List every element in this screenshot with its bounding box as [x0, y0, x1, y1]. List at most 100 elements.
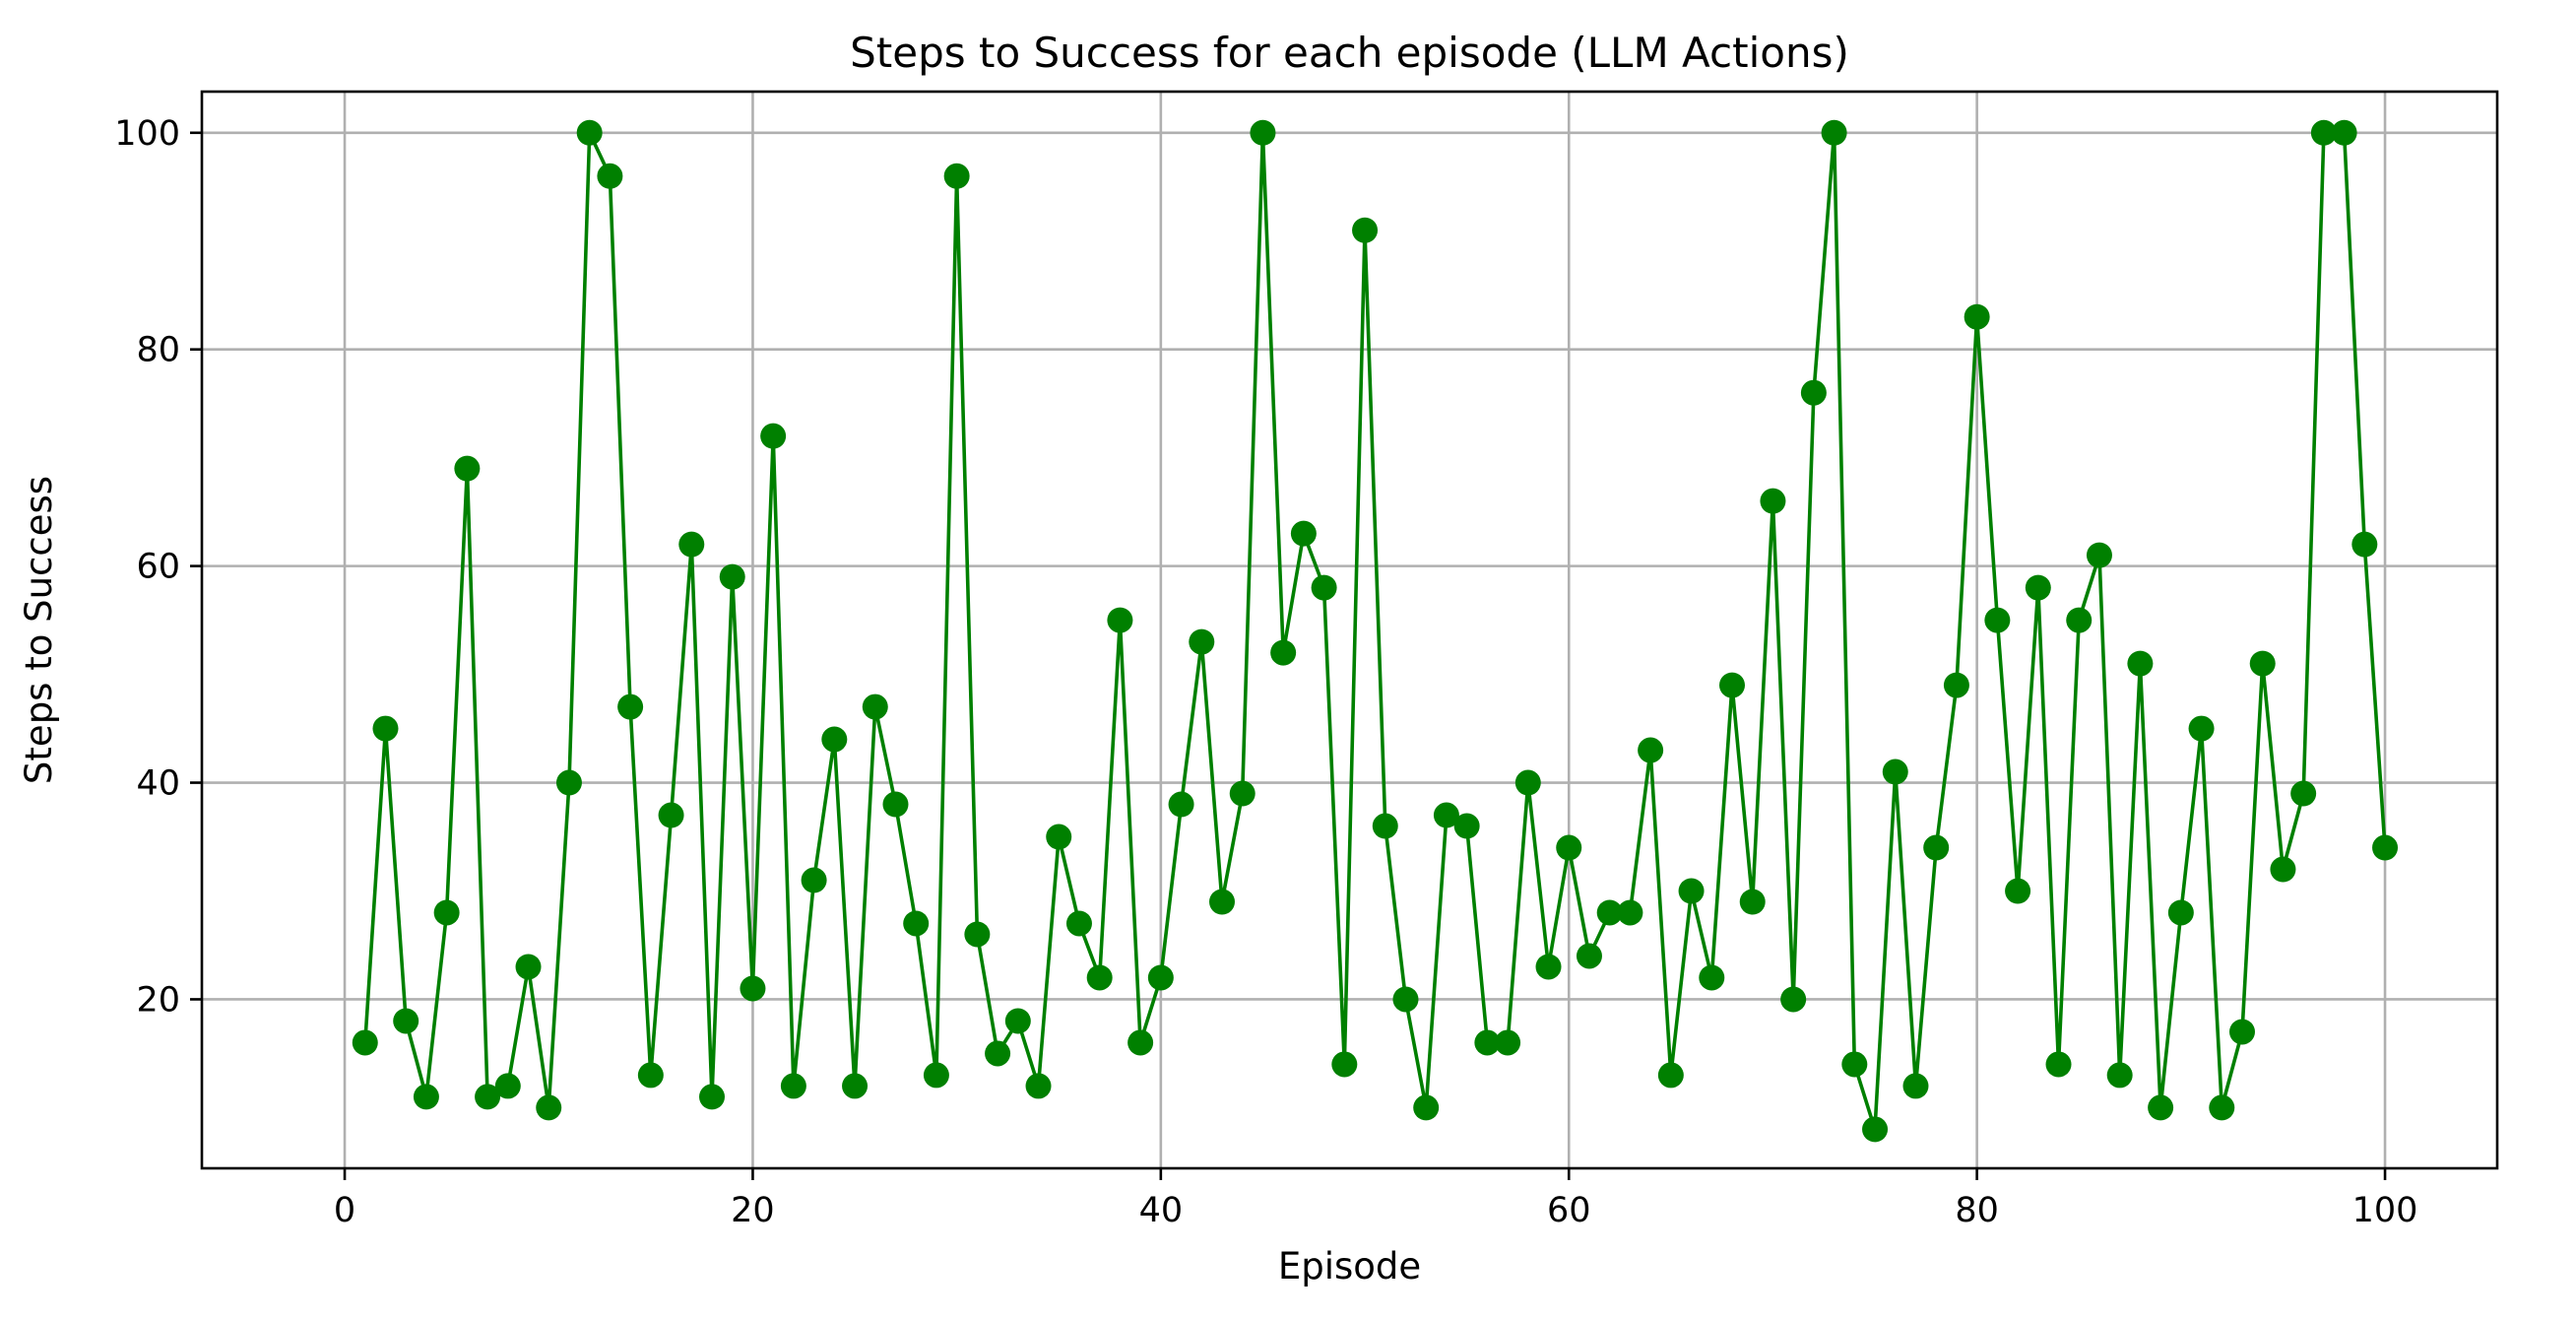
y-tick-label: 40 [136, 764, 180, 804]
y-tick-label: 100 [114, 114, 180, 154]
data-point [1514, 769, 1541, 796]
data-point [1372, 813, 1398, 839]
data-point [1739, 889, 1766, 915]
data-point [780, 1073, 806, 1099]
data-point [2005, 878, 2031, 904]
data-point [1147, 964, 1174, 991]
data-point [1699, 964, 1725, 991]
grid-lines [202, 92, 2497, 1168]
data-point [1943, 672, 1969, 698]
data-point [862, 693, 888, 720]
data-point [821, 726, 848, 753]
x-tick-label: 20 [731, 1191, 775, 1230]
data-point [1556, 834, 1582, 861]
series-line [363, 131, 2387, 1132]
data-point [515, 954, 542, 980]
data-point [1331, 1051, 1358, 1078]
data-point [617, 693, 644, 720]
data-point [2066, 607, 2093, 633]
data-point [1780, 986, 1807, 1013]
data-point [475, 1084, 501, 1110]
data-point [1800, 379, 1827, 406]
data-point [1086, 964, 1113, 991]
data-point [1004, 1008, 1031, 1034]
data-point [576, 119, 603, 146]
data-point [454, 455, 481, 482]
data-point [1638, 737, 1664, 763]
data-point [1596, 899, 1623, 926]
data-point [1984, 607, 2011, 633]
data-point [597, 163, 623, 189]
data-point [1576, 943, 1602, 969]
data-point [1065, 910, 1092, 937]
data-point [2045, 1051, 2072, 1078]
data-point [678, 531, 705, 558]
plot-frame [200, 90, 2499, 1170]
data-point [1107, 607, 1133, 633]
data-point [1841, 1051, 1868, 1078]
data-point [1923, 834, 1950, 861]
data-point [2148, 1094, 2174, 1121]
data-point [1127, 1029, 1154, 1056]
data-point [719, 563, 745, 590]
data-point [2025, 574, 2051, 601]
data-point [637, 1062, 664, 1089]
data-point [1862, 1116, 1889, 1143]
x-tick-label: 0 [334, 1191, 355, 1230]
data-point [1433, 802, 1459, 828]
data-point [943, 163, 970, 189]
data-point [740, 975, 766, 1002]
data-point [494, 1073, 521, 1099]
data-point [1229, 780, 1256, 807]
data-point [2106, 1062, 2133, 1089]
data-point [1678, 878, 1705, 904]
data-point [1902, 1073, 1929, 1099]
y-tick-label: 80 [136, 331, 180, 370]
data-point [658, 802, 684, 828]
data-point [1453, 813, 1480, 839]
data-point [1392, 986, 1419, 1013]
data-point [1760, 488, 1786, 514]
data-point [923, 1062, 949, 1089]
data-point [1474, 1029, 1501, 1056]
data-point [2127, 650, 2154, 677]
data-point [964, 921, 991, 948]
data-point [1290, 520, 1317, 547]
data-point [413, 1084, 439, 1110]
data-point [1311, 574, 1337, 601]
data-point [1413, 1094, 1440, 1121]
x-tick-label: 100 [2352, 1191, 2418, 1230]
x-axis-label: Episode [1278, 1245, 1421, 1287]
axis-ticks: 0 20 40 60 80 100 20 40 60 80 100 [114, 114, 2417, 1230]
chart-title: Steps to Success for each episode (LLM A… [850, 29, 1849, 77]
data-point [2310, 119, 2337, 146]
data-point [2331, 119, 2357, 146]
data-point [1964, 303, 1990, 330]
data-point [2372, 834, 2399, 861]
data-point [2290, 780, 2317, 807]
data-point [352, 1029, 378, 1056]
data-point [393, 1008, 419, 1034]
data-point [2229, 1019, 2255, 1045]
x-tick-label: 80 [1955, 1191, 1999, 1230]
data-point [372, 715, 399, 742]
data-point [1719, 672, 1745, 698]
y-tick-label: 60 [136, 548, 180, 587]
data-point [2270, 856, 2296, 883]
x-tick-label: 40 [1139, 1191, 1184, 1230]
data-point [433, 899, 460, 926]
data-point [1617, 899, 1643, 926]
data-point [801, 867, 827, 893]
data-point [555, 769, 582, 796]
data-point [1168, 791, 1194, 818]
data-point [1535, 954, 1562, 980]
data-point [1495, 1029, 1521, 1056]
data-markers [352, 119, 2399, 1143]
data-point [903, 910, 930, 937]
data-point [1189, 628, 1215, 655]
data-point [2086, 542, 2112, 568]
data-point [985, 1040, 1011, 1067]
data-point [536, 1094, 562, 1121]
data-point [2209, 1094, 2235, 1121]
data-point [882, 791, 909, 818]
